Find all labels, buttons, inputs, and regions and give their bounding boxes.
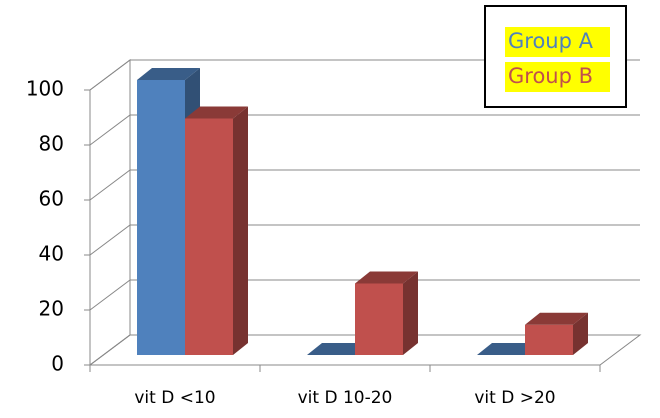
bar-top	[525, 312, 588, 325]
legend-highlight	[505, 27, 610, 57]
x-tick-label: vit D >20	[474, 388, 555, 408]
bar-top	[307, 343, 370, 355]
bar	[355, 271, 418, 355]
y-tick-label: 0	[51, 352, 64, 376]
bar	[307, 343, 370, 355]
bar-front	[137, 80, 185, 355]
grid-line	[89, 334, 640, 366]
bar	[185, 106, 248, 355]
y-tick-label: 40	[39, 242, 64, 266]
grid-line	[89, 59, 640, 91]
legend: Group A Group B	[484, 5, 627, 108]
y-tick-label: 20	[39, 297, 64, 321]
legend-label: Group A	[508, 29, 594, 53]
bar-top	[477, 343, 540, 355]
grid-line	[89, 224, 640, 256]
grid-line	[89, 169, 640, 201]
y-tick-label: 80	[39, 132, 64, 156]
bar-top	[355, 271, 418, 284]
legend-highlight	[505, 62, 610, 92]
bar	[525, 312, 588, 355]
bar-front	[525, 324, 573, 355]
x-tick-label: vit D 10-20	[298, 388, 393, 408]
x-tick-label: vit D <10	[134, 388, 215, 408]
bar	[477, 343, 540, 355]
bar-side	[233, 106, 248, 355]
y-tick-label: 60	[39, 187, 64, 211]
bar-side	[573, 312, 588, 355]
bar-side	[403, 271, 418, 355]
bar-top	[185, 106, 248, 119]
bar-front	[355, 283, 403, 355]
y-tick-label: 100	[26, 77, 64, 101]
legend-label: Group B	[508, 64, 593, 88]
bar-top	[137, 68, 200, 80]
bar-front	[185, 118, 233, 355]
grid-line	[89, 279, 640, 311]
grid-line	[89, 114, 640, 146]
